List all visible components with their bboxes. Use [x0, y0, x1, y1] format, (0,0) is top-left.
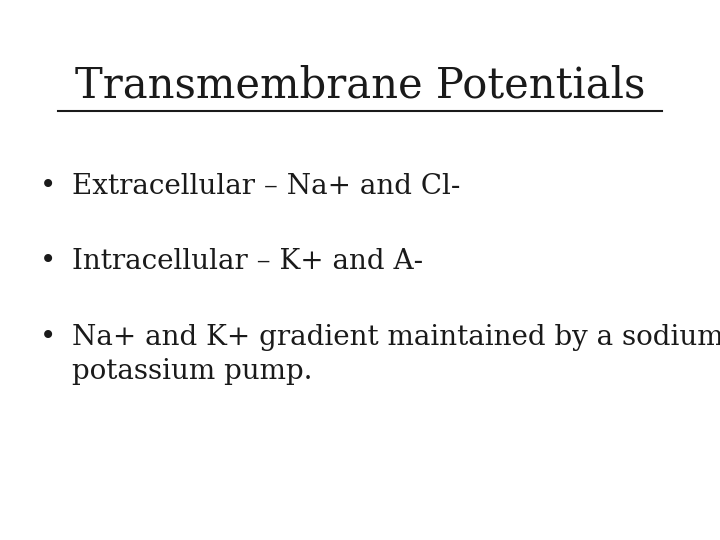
- Text: •: •: [40, 324, 56, 351]
- Text: •: •: [40, 248, 56, 275]
- Text: •: •: [40, 173, 56, 200]
- Text: Na+ and K+ gradient maintained by a sodium-
potassium pump.: Na+ and K+ gradient maintained by a sodi…: [72, 324, 720, 386]
- Text: Extracellular – Na+ and Cl-: Extracellular – Na+ and Cl-: [72, 173, 460, 200]
- Text: Transmembrane Potentials: Transmembrane Potentials: [75, 65, 645, 107]
- Text: Intracellular – K+ and A-: Intracellular – K+ and A-: [72, 248, 423, 275]
